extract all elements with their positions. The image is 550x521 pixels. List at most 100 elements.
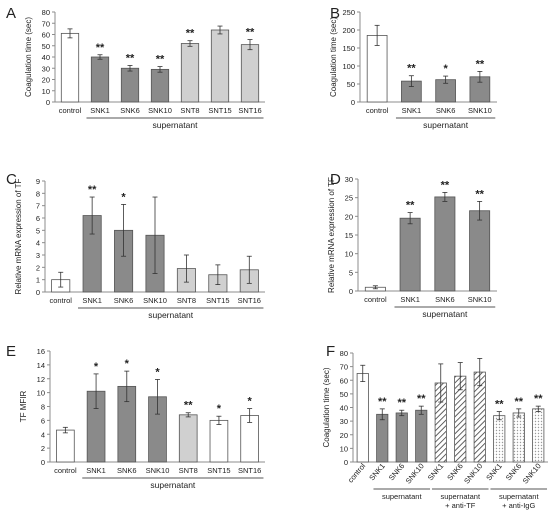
x-tick-label: SNK10: [468, 106, 492, 115]
x-tick-label: control: [346, 461, 368, 484]
group-label: supernatant: [499, 492, 540, 501]
x-tick-label: SNK1: [484, 462, 503, 483]
y-tick-label: 100: [342, 62, 355, 71]
significance-marker: **: [495, 399, 504, 411]
y-tick-label: 150: [342, 44, 355, 53]
panel-f: F 0 10 20 30 40 50 60 70 80 Coagulation time (sec)…: [322, 343, 548, 510]
y-tick-label: 10: [345, 250, 353, 259]
y-tick-label: 50: [347, 80, 355, 89]
x-tick-label: SNT15: [207, 466, 230, 475]
panel-label: B: [330, 5, 340, 22]
group-label: + anti-IgG: [502, 501, 535, 510]
x-tick-label: SNK1: [90, 106, 110, 115]
significance-marker: *: [94, 361, 99, 373]
group-label: supernatant: [382, 492, 423, 501]
y-tick-label: 20: [345, 212, 353, 221]
significance-marker: **: [88, 184, 97, 196]
x-tick-label: SNT16: [238, 466, 261, 475]
y-tick-label: 40: [340, 404, 348, 413]
x-tick-label: SNK10: [521, 462, 543, 486]
significance-marker: **: [534, 393, 543, 405]
y-tick-label: 10: [340, 444, 348, 453]
group-label: supernatant: [150, 480, 196, 490]
y-tick-label: 2: [41, 444, 45, 453]
bar: [90, 56, 110, 103]
group-label: supernatant: [440, 492, 481, 501]
bar: [395, 412, 408, 463]
y-tick-label: 60: [42, 31, 50, 40]
significance-marker: *: [248, 396, 253, 408]
x-tick-label: control: [59, 106, 82, 115]
panel-label: F: [326, 343, 335, 360]
bar: [434, 196, 456, 292]
bar: [493, 415, 506, 463]
group-label: + anti-TF: [445, 501, 476, 510]
bar: [240, 44, 260, 103]
x-tick-label: SNK1: [426, 462, 445, 483]
y-tick-label: 80: [42, 8, 50, 17]
bar: [56, 429, 75, 463]
bar: [376, 413, 389, 463]
panel-label: A: [6, 5, 16, 22]
y-tick-label: 30: [345, 175, 353, 184]
significance-marker: *: [443, 63, 448, 75]
x-tick-label: SNT16: [238, 296, 261, 305]
y-tick-label: 250: [342, 8, 355, 17]
significance-marker: **: [186, 28, 195, 40]
x-tick-label: SNT15: [206, 296, 229, 305]
bar: [150, 68, 170, 103]
significance-marker: **: [378, 396, 387, 408]
x-tick-label: SNK10: [143, 296, 167, 305]
bar: [178, 414, 198, 463]
panel-label: E: [6, 343, 16, 360]
x-tick-label: SNT8: [179, 466, 198, 475]
group-label: supernatant: [422, 309, 468, 319]
y-tick-label: 3: [36, 251, 40, 260]
y-tick-label: 6: [41, 416, 45, 425]
significance-marker: **: [514, 396, 523, 408]
y-tick-label: 80: [340, 349, 348, 358]
group-label: supernatant: [153, 120, 199, 130]
bar: [415, 409, 428, 463]
y-tick-label: 16: [37, 347, 45, 356]
x-tick-label: SNK6: [117, 466, 137, 475]
y-tick-label: 0: [36, 288, 40, 297]
y-axis-label: Relative mRNA expression of TF: [14, 178, 23, 294]
x-tick-label: SNK6: [436, 106, 456, 115]
y-tick-label: 200: [342, 26, 355, 35]
bar: [469, 210, 491, 292]
y-tick-label: 0: [351, 98, 355, 107]
x-tick-label: SNK6: [114, 296, 134, 305]
significance-marker: **: [397, 397, 406, 409]
y-tick-label: 6: [36, 214, 40, 223]
x-tick-label: SNK10: [468, 295, 492, 304]
y-tick-label: 40: [42, 53, 50, 62]
y-tick-label: 8: [41, 403, 45, 412]
y-axis-label: TF MFIR: [19, 391, 28, 423]
y-tick-label: 10: [37, 389, 45, 398]
y-tick-label: 12: [37, 375, 45, 384]
significance-marker: *: [155, 366, 160, 378]
bar: [120, 67, 140, 103]
x-tick-label: SNK10: [404, 462, 426, 486]
x-tick-label: SNK1: [400, 295, 420, 304]
significance-marker: **: [475, 188, 484, 200]
significance-marker: **: [441, 179, 450, 191]
significance-marker: *: [217, 403, 222, 415]
x-tick-label: SNT8: [180, 106, 199, 115]
bar: [512, 412, 525, 463]
y-tick-label: 20: [340, 431, 348, 440]
significance-marker: **: [406, 200, 415, 212]
bar: [356, 373, 369, 463]
significance-marker: **: [156, 54, 165, 66]
significance-marker: **: [417, 393, 426, 405]
y-tick-label: 4: [36, 239, 40, 248]
group-label: supernatant: [148, 310, 194, 320]
y-axis-label: Relative mRNA expression of TF: [327, 177, 336, 293]
y-tick-label: 7: [36, 202, 40, 211]
x-tick-label: SNK6: [120, 106, 140, 115]
significance-marker: **: [246, 27, 255, 39]
y-tick-label: 5: [36, 226, 40, 235]
y-tick-label: 15: [345, 231, 353, 240]
